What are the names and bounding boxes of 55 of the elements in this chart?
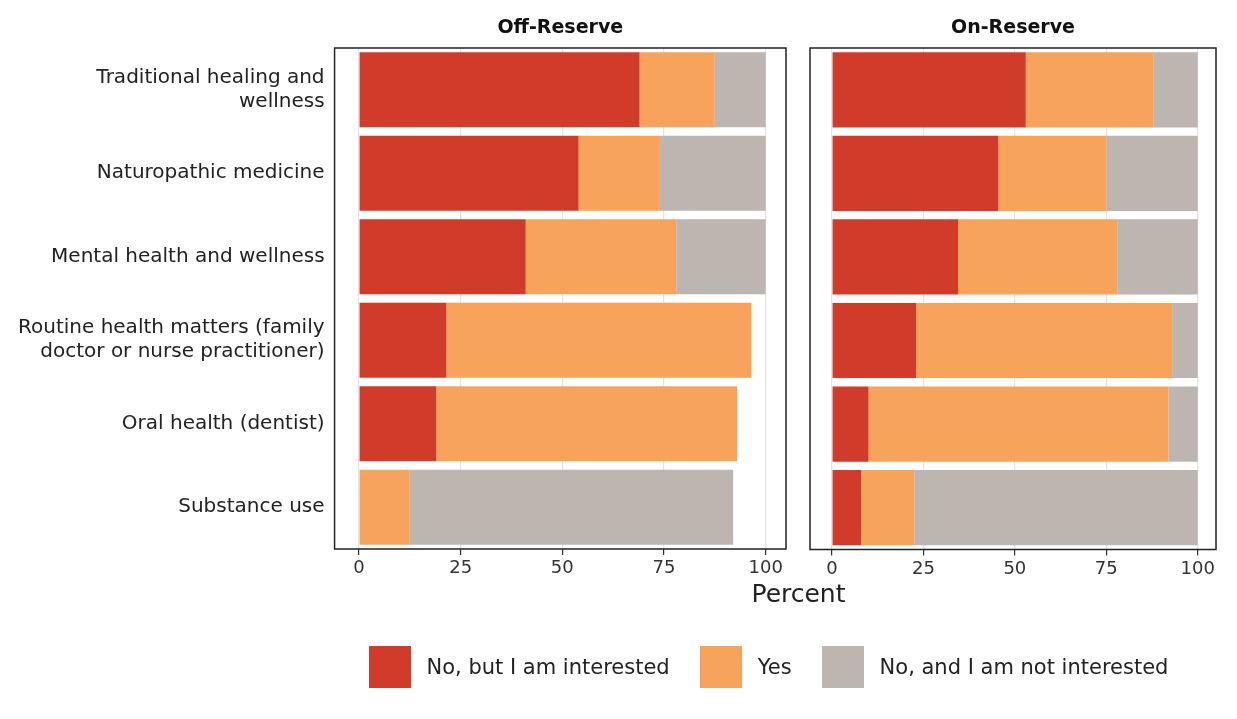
chart-title: Off-Reserve: [497, 15, 624, 38]
bar: [832, 52, 1026, 128]
legend-label: No, and I am not interested: [879, 655, 1169, 679]
x-axis-title: Percent: [750, 579, 847, 608]
y-tick-label: Naturopathic medicine: [96, 159, 325, 184]
bar: [714, 52, 766, 128]
x-tick-label: 75: [1094, 556, 1118, 578]
x-tick-label: 0: [826, 556, 838, 578]
legend-label: No, but I am interested: [426, 655, 670, 679]
bar: [359, 219, 526, 295]
x-tick-label: 75: [652, 556, 676, 578]
legend-label: Yes: [757, 655, 792, 679]
bar: [916, 302, 1173, 379]
bar: [832, 386, 869, 462]
bar: [578, 135, 660, 211]
bar: [359, 135, 579, 211]
bar: [409, 469, 734, 545]
bar: [832, 135, 999, 211]
bar: [832, 470, 862, 546]
y-tick-label: Mental health and wellness: [51, 242, 325, 267]
bar: [359, 52, 640, 128]
bar: [676, 219, 766, 295]
bar: [1153, 52, 1198, 128]
y-tick-label: Oral health (dentist): [121, 409, 325, 434]
y-tick-label: Traditional healing and wellness: [95, 63, 325, 112]
bar: [359, 302, 447, 378]
x-tick-label: 50: [550, 556, 574, 578]
bar: [446, 302, 752, 378]
bar: [659, 135, 766, 211]
bar: [1168, 386, 1198, 462]
bar: [1117, 219, 1198, 295]
bar: [1106, 135, 1198, 211]
bar: [868, 386, 1169, 462]
x-tick-label: 50: [1003, 556, 1027, 578]
chart-title: On-Reserve: [951, 15, 1075, 38]
bar: [1025, 52, 1154, 128]
bar: [832, 219, 959, 295]
y-tick-label: Routine health matters (family doctor or nurse practitioner): [17, 314, 325, 363]
bar: [359, 469, 410, 545]
bar: [436, 386, 738, 462]
x-tick-label: 25: [911, 556, 935, 578]
x-tick-label: 100: [748, 556, 783, 578]
bar: [525, 219, 677, 295]
x-tick-label: 100: [1180, 556, 1215, 578]
bar: [861, 470, 915, 546]
bar: [958, 219, 1118, 295]
bar: [1172, 302, 1198, 379]
x-tick-label: 25: [449, 556, 473, 578]
bar: [639, 52, 715, 128]
bar: [914, 470, 1198, 546]
bar: [832, 302, 917, 379]
bar: [998, 135, 1107, 211]
y-tick-label: Substance use: [178, 493, 325, 518]
x-tick-label: 0: [353, 556, 365, 578]
bar: [359, 386, 437, 462]
